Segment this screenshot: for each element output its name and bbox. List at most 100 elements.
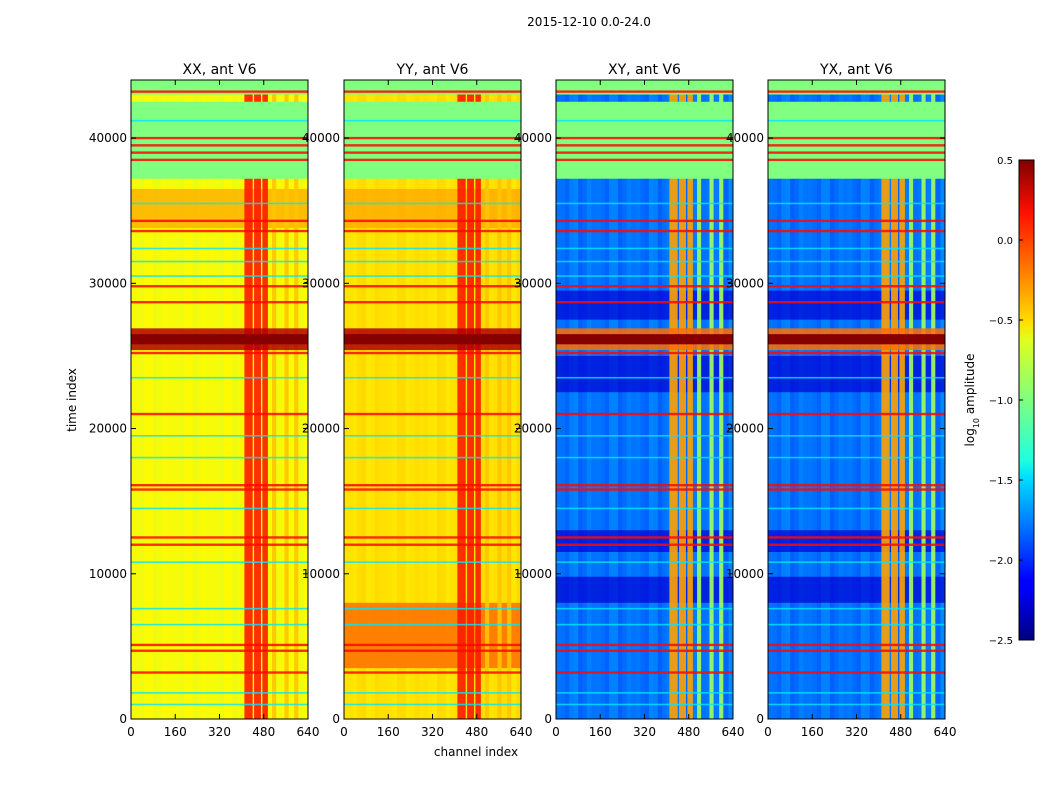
heatmap-channel-stripe <box>516 80 521 719</box>
heatmap-rfi-row <box>768 488 945 491</box>
heatmap-channel-stripe <box>454 80 460 719</box>
heatmap-channel-stripe <box>918 80 923 719</box>
heatmap-channel-stripe <box>303 80 308 719</box>
heatmap-rfi-row <box>131 412 308 416</box>
panel-title: YY, ant V6 <box>396 62 469 78</box>
heatmap-rfi-row <box>131 607 308 610</box>
heatmap-rfi-row <box>344 623 521 626</box>
heatmap-rfi-column <box>457 80 466 719</box>
heatmap-channel-stripe <box>512 80 517 719</box>
heatmap-rfi-row <box>131 275 308 277</box>
heatmap-rfi-column <box>709 80 714 719</box>
heatmap-channel-stripe <box>666 80 672 719</box>
heatmap-flagged-block <box>131 101 308 179</box>
heatmap-rfi-row <box>768 456 945 459</box>
heatmap-rfi-row <box>131 285 308 288</box>
heatmap-rfi-row <box>344 229 521 233</box>
heatmap-rfi-column <box>475 80 481 719</box>
heatmap-channel-stripe <box>277 80 282 719</box>
heatmap-channel-stripe <box>228 80 233 719</box>
y-tick-label: 30000 <box>89 276 127 290</box>
figure-title: 2015-12-10 0.0-24.0 <box>527 15 651 29</box>
heatmap-channel-stripe <box>366 80 371 719</box>
y-tick-label: 30000 <box>302 276 340 290</box>
heatmap-channel-stripe <box>215 80 220 719</box>
colorbar-tick-label: 0.5 <box>997 156 1013 167</box>
heatmap-rfi-row <box>131 119 308 122</box>
x-tick-label: 480 <box>465 725 488 739</box>
heatmap-channel-stripe <box>635 80 641 719</box>
y-tick-label: 30000 <box>514 276 552 290</box>
heatmap-channel-stripe <box>825 80 830 719</box>
heatmap-rfi-row <box>556 623 733 626</box>
heatmap-channel-stripe <box>379 80 384 719</box>
heatmap-channel-stripe <box>798 80 804 719</box>
heatmap-channel-stripe <box>573 80 579 719</box>
heatmap-channel-stripe <box>878 80 884 719</box>
heatmap-channel-stripe <box>648 80 654 719</box>
heatmap-rfi-column <box>899 80 905 719</box>
heatmap-channel-stripe <box>706 80 711 719</box>
heatmap-rfi-row <box>556 649 733 652</box>
x-tick-label: 640 <box>297 725 320 739</box>
x-tick-label: 320 <box>208 725 231 739</box>
heatmap-channel-stripe <box>626 80 632 719</box>
heatmap-rfi-row <box>556 300 733 304</box>
heatmap-channel-stripe <box>259 80 264 719</box>
y-tick-label: 40000 <box>514 131 552 145</box>
heatmap-channel-stripe <box>494 80 499 719</box>
heatmap-channel-stripe <box>662 80 667 719</box>
heatmap-channel-stripe <box>569 80 574 719</box>
heatmap-rfi-row <box>768 90 945 93</box>
heatmap-rfi-row <box>556 483 733 487</box>
heatmap-flagged-block <box>768 101 945 179</box>
heatmap-flagged-block <box>556 101 733 179</box>
heatmap-channel-stripe <box>560 80 565 719</box>
heatmap-channel-stripe <box>724 80 729 719</box>
heatmap-rfi-row <box>131 435 308 437</box>
heatmap-rfi-column <box>687 80 693 719</box>
heatmap-rfi-row <box>344 488 521 491</box>
heatmap-rfi-row <box>344 607 521 610</box>
heatmap-channel-stripe <box>197 80 202 719</box>
heatmap-rfi-row <box>556 412 733 416</box>
heatmap-channel-stripe <box>188 80 193 719</box>
heatmap-rfi-column <box>921 80 926 719</box>
heatmap-rfi-row <box>344 692 521 694</box>
heatmap-rfi-column <box>669 80 678 719</box>
x-tick-label: 0 <box>127 725 135 739</box>
heatmap-event-core <box>768 334 945 345</box>
x-tick-label: 160 <box>377 725 400 739</box>
heatmap-rfi-row <box>131 351 308 355</box>
heatmap-rfi-row <box>344 219 521 223</box>
heatmap-channel-stripe <box>419 80 424 719</box>
heatmap-channel-stripe <box>450 80 455 719</box>
heatmap-channel-stripe <box>914 80 919 719</box>
heatmap-rfi-row <box>556 247 733 250</box>
heatmap-rfi-column <box>272 80 277 719</box>
x-tick-label: 0 <box>340 725 348 739</box>
x-tick-label: 160 <box>589 725 612 739</box>
heatmap-channel-stripe <box>790 80 795 719</box>
heatmap-channel-stripe <box>631 80 636 719</box>
heatmap-channel-stripe <box>144 80 149 719</box>
heatmap-channel-stripe <box>153 80 158 719</box>
x-tick-label: 480 <box>252 725 275 739</box>
heatmap-band <box>556 290 733 320</box>
heatmap-rfi-row <box>556 202 733 205</box>
heatmap-rfi-row <box>131 144 308 147</box>
heatmap-rfi-row <box>131 536 308 539</box>
heatmap-rfi-column <box>679 80 686 719</box>
heatmap-channel-stripe <box>135 80 140 719</box>
colorbar-tick-label: −2.0 <box>989 556 1013 567</box>
heatmap-channel-stripe <box>622 80 627 719</box>
heatmap-rfi-row <box>131 229 308 233</box>
panels: XX, ant V6XX, ant V60 160 320 480 6400100002… <box>65 62 956 759</box>
x-tick-label: 0 <box>552 725 560 739</box>
x-tick-label: 320 <box>633 725 656 739</box>
heatmap-rfi-row <box>131 671 308 674</box>
heatmap-rfi-row <box>556 151 733 154</box>
heatmap-channel-stripe <box>232 80 238 719</box>
y-tick-label: 0 <box>332 712 340 726</box>
